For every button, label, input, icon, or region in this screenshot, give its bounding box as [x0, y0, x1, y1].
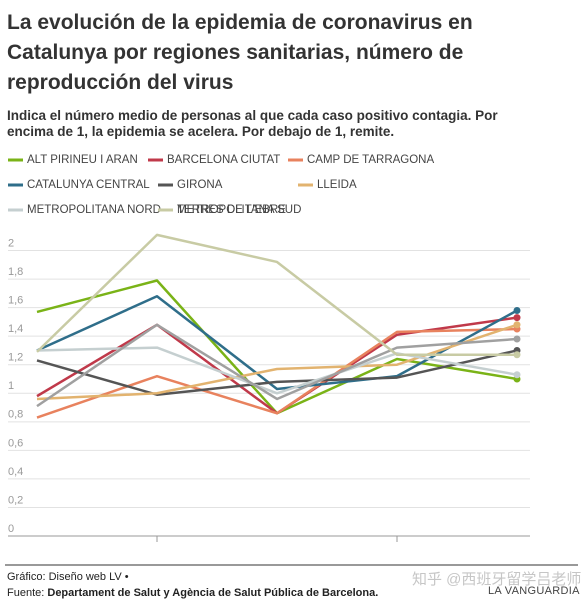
y-tick-label: 0,6 — [8, 437, 23, 449]
y-tick-label: 1 — [8, 380, 14, 392]
series-line — [36, 349, 518, 396]
watermark: 知乎 @西班牙留学吕老师 — [412, 571, 582, 588]
credit: Gráfico: Diseño web LV • — [7, 571, 129, 583]
y-tick-label: 1,4 — [8, 323, 23, 335]
y-tick-label: 1,2 — [8, 352, 23, 364]
y-tick-label: 0,4 — [8, 466, 23, 478]
y-tick-label: 1,6 — [8, 295, 23, 307]
series-line — [36, 294, 518, 391]
series-line — [36, 323, 518, 408]
y-tick-label: 0 — [8, 523, 14, 535]
y-tick-label: 0,8 — [8, 409, 23, 421]
legend-label: ALT PIRINEU I ARAN — [27, 154, 138, 166]
legend-label: CAMP DE TARRAGONA — [307, 154, 434, 166]
footer: Gráfico: Diseño web LV • Fuente: Departa… — [7, 569, 378, 601]
legend-label: METROPOLITANA NORD — [27, 204, 161, 216]
source-label: Fuente: — [7, 587, 45, 599]
chart-title: La evolución de la epidemia de coronavir… — [7, 11, 473, 94]
series-line — [36, 233, 517, 356]
end-point — [513, 306, 521, 314]
series-line — [36, 323, 518, 401]
end-point — [513, 335, 521, 343]
legend-label: METROPOLITANA SUD — [177, 204, 301, 216]
end-point — [513, 314, 521, 322]
chart-subtitle: Indica el número medio de personas al qu… — [7, 108, 498, 139]
y-tick-label: 0,2 — [8, 494, 23, 506]
legend-label: BARCELONA CIUTAT — [167, 154, 280, 166]
series-line — [36, 346, 518, 395]
source-text: Departament de Salut y Agència de Salut … — [47, 587, 379, 599]
legend-label: LLEIDA — [317, 179, 357, 191]
y-tick-label: 1,8 — [8, 266, 23, 278]
legend-label: GIRONA — [177, 179, 223, 191]
end-point — [513, 371, 521, 379]
series-line — [36, 327, 518, 419]
end-point — [513, 321, 521, 329]
end-point — [513, 351, 521, 359]
source: Fuente: Departament de Salut y Agència d… — [7, 585, 378, 601]
legend-label: CATALUNYA CENTRAL — [27, 179, 150, 191]
legend-label: TERRES DE L'EBRE — [177, 204, 286, 216]
logo: LA VANGUARDIA — [488, 585, 580, 597]
y-tick-label: 2 — [8, 237, 14, 249]
